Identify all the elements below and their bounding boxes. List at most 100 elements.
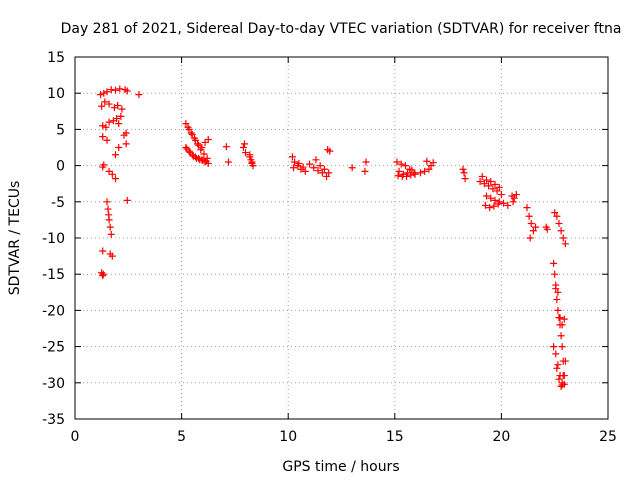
data-point xyxy=(425,165,433,173)
data-point xyxy=(299,163,307,171)
data-point xyxy=(113,115,121,123)
data-point xyxy=(194,140,202,148)
data-point xyxy=(200,150,208,158)
data-point xyxy=(487,178,495,186)
data-point xyxy=(403,172,411,180)
data-point xyxy=(423,157,431,165)
data-point xyxy=(112,175,120,183)
data-point xyxy=(98,102,106,110)
data-point xyxy=(459,165,467,173)
data-point xyxy=(460,169,468,177)
data-point xyxy=(527,220,535,228)
data-point xyxy=(500,199,508,207)
data-point xyxy=(485,182,493,190)
data-point xyxy=(187,129,195,137)
data-point xyxy=(553,212,561,220)
data-point xyxy=(105,216,113,224)
data-point xyxy=(551,270,559,278)
data-point xyxy=(555,375,563,383)
data-point xyxy=(556,314,564,322)
data-point xyxy=(116,85,124,93)
data-point xyxy=(559,234,567,242)
data-point xyxy=(427,162,435,170)
data-point xyxy=(529,227,537,235)
data-point xyxy=(290,164,298,172)
data-point xyxy=(490,202,498,210)
data-point xyxy=(103,136,111,144)
data-point xyxy=(291,158,299,166)
y-tick-label: -25 xyxy=(42,340,65,356)
data-point xyxy=(478,172,486,180)
data-point xyxy=(103,88,111,96)
data-point xyxy=(487,194,495,202)
data-point xyxy=(99,247,107,255)
data-point xyxy=(115,120,123,128)
data-point xyxy=(416,169,424,177)
data-point xyxy=(411,170,419,178)
data-point xyxy=(99,272,107,280)
y-tick-label: -15 xyxy=(42,267,65,283)
data-point xyxy=(561,357,569,365)
data-point xyxy=(97,91,105,99)
data-point xyxy=(102,123,110,131)
data-point xyxy=(318,169,326,177)
data-point xyxy=(558,381,566,389)
x-tick-label: 0 xyxy=(71,429,80,445)
data-point xyxy=(123,196,131,204)
data-point xyxy=(204,159,212,167)
y-tick-label: 0 xyxy=(56,159,65,175)
data-point xyxy=(395,167,403,175)
data-point xyxy=(397,160,405,168)
data-point xyxy=(182,144,190,151)
data-point xyxy=(557,382,565,390)
data-point xyxy=(481,201,489,209)
data-point xyxy=(512,191,520,199)
data-point xyxy=(100,161,108,169)
y-tick-label: 15 xyxy=(47,50,65,66)
data-point xyxy=(190,134,198,142)
data-point xyxy=(100,89,108,97)
x-tick-label: 10 xyxy=(279,429,297,445)
data-point xyxy=(476,178,484,186)
data-point xyxy=(555,220,563,228)
data-point xyxy=(310,164,318,172)
data-point xyxy=(348,164,356,172)
data-point xyxy=(552,281,560,289)
data-point xyxy=(550,343,558,351)
data-point xyxy=(104,205,112,213)
data-point xyxy=(559,372,567,380)
y-tick-label: -20 xyxy=(42,303,65,319)
data-point xyxy=(393,158,401,166)
data-point xyxy=(122,129,130,137)
data-point xyxy=(550,259,558,267)
data-point xyxy=(103,198,111,206)
data-point xyxy=(249,162,257,170)
data-point xyxy=(106,223,114,231)
data-point xyxy=(123,87,131,95)
data-point xyxy=(306,160,314,168)
data-point xyxy=(558,321,566,329)
data-point xyxy=(561,240,569,248)
data-point xyxy=(494,200,502,208)
data-point xyxy=(314,167,322,175)
x-axis-label: GPS time / hours xyxy=(282,459,399,475)
data-point xyxy=(184,123,192,131)
data-point xyxy=(195,154,203,162)
data-point xyxy=(182,120,190,128)
data-point xyxy=(108,170,116,178)
data-point xyxy=(325,169,333,177)
y-tick-label: 5 xyxy=(56,122,65,138)
data-point xyxy=(482,192,490,200)
data-point xyxy=(117,112,125,120)
data-point xyxy=(197,146,205,154)
x-tick-label: 20 xyxy=(492,429,510,445)
data-point xyxy=(204,136,212,144)
data-point xyxy=(99,270,107,278)
data-point xyxy=(554,361,562,369)
data-point xyxy=(242,149,250,157)
y-tick-label: 10 xyxy=(47,86,65,102)
data-point xyxy=(240,140,248,148)
data-point xyxy=(301,167,309,175)
